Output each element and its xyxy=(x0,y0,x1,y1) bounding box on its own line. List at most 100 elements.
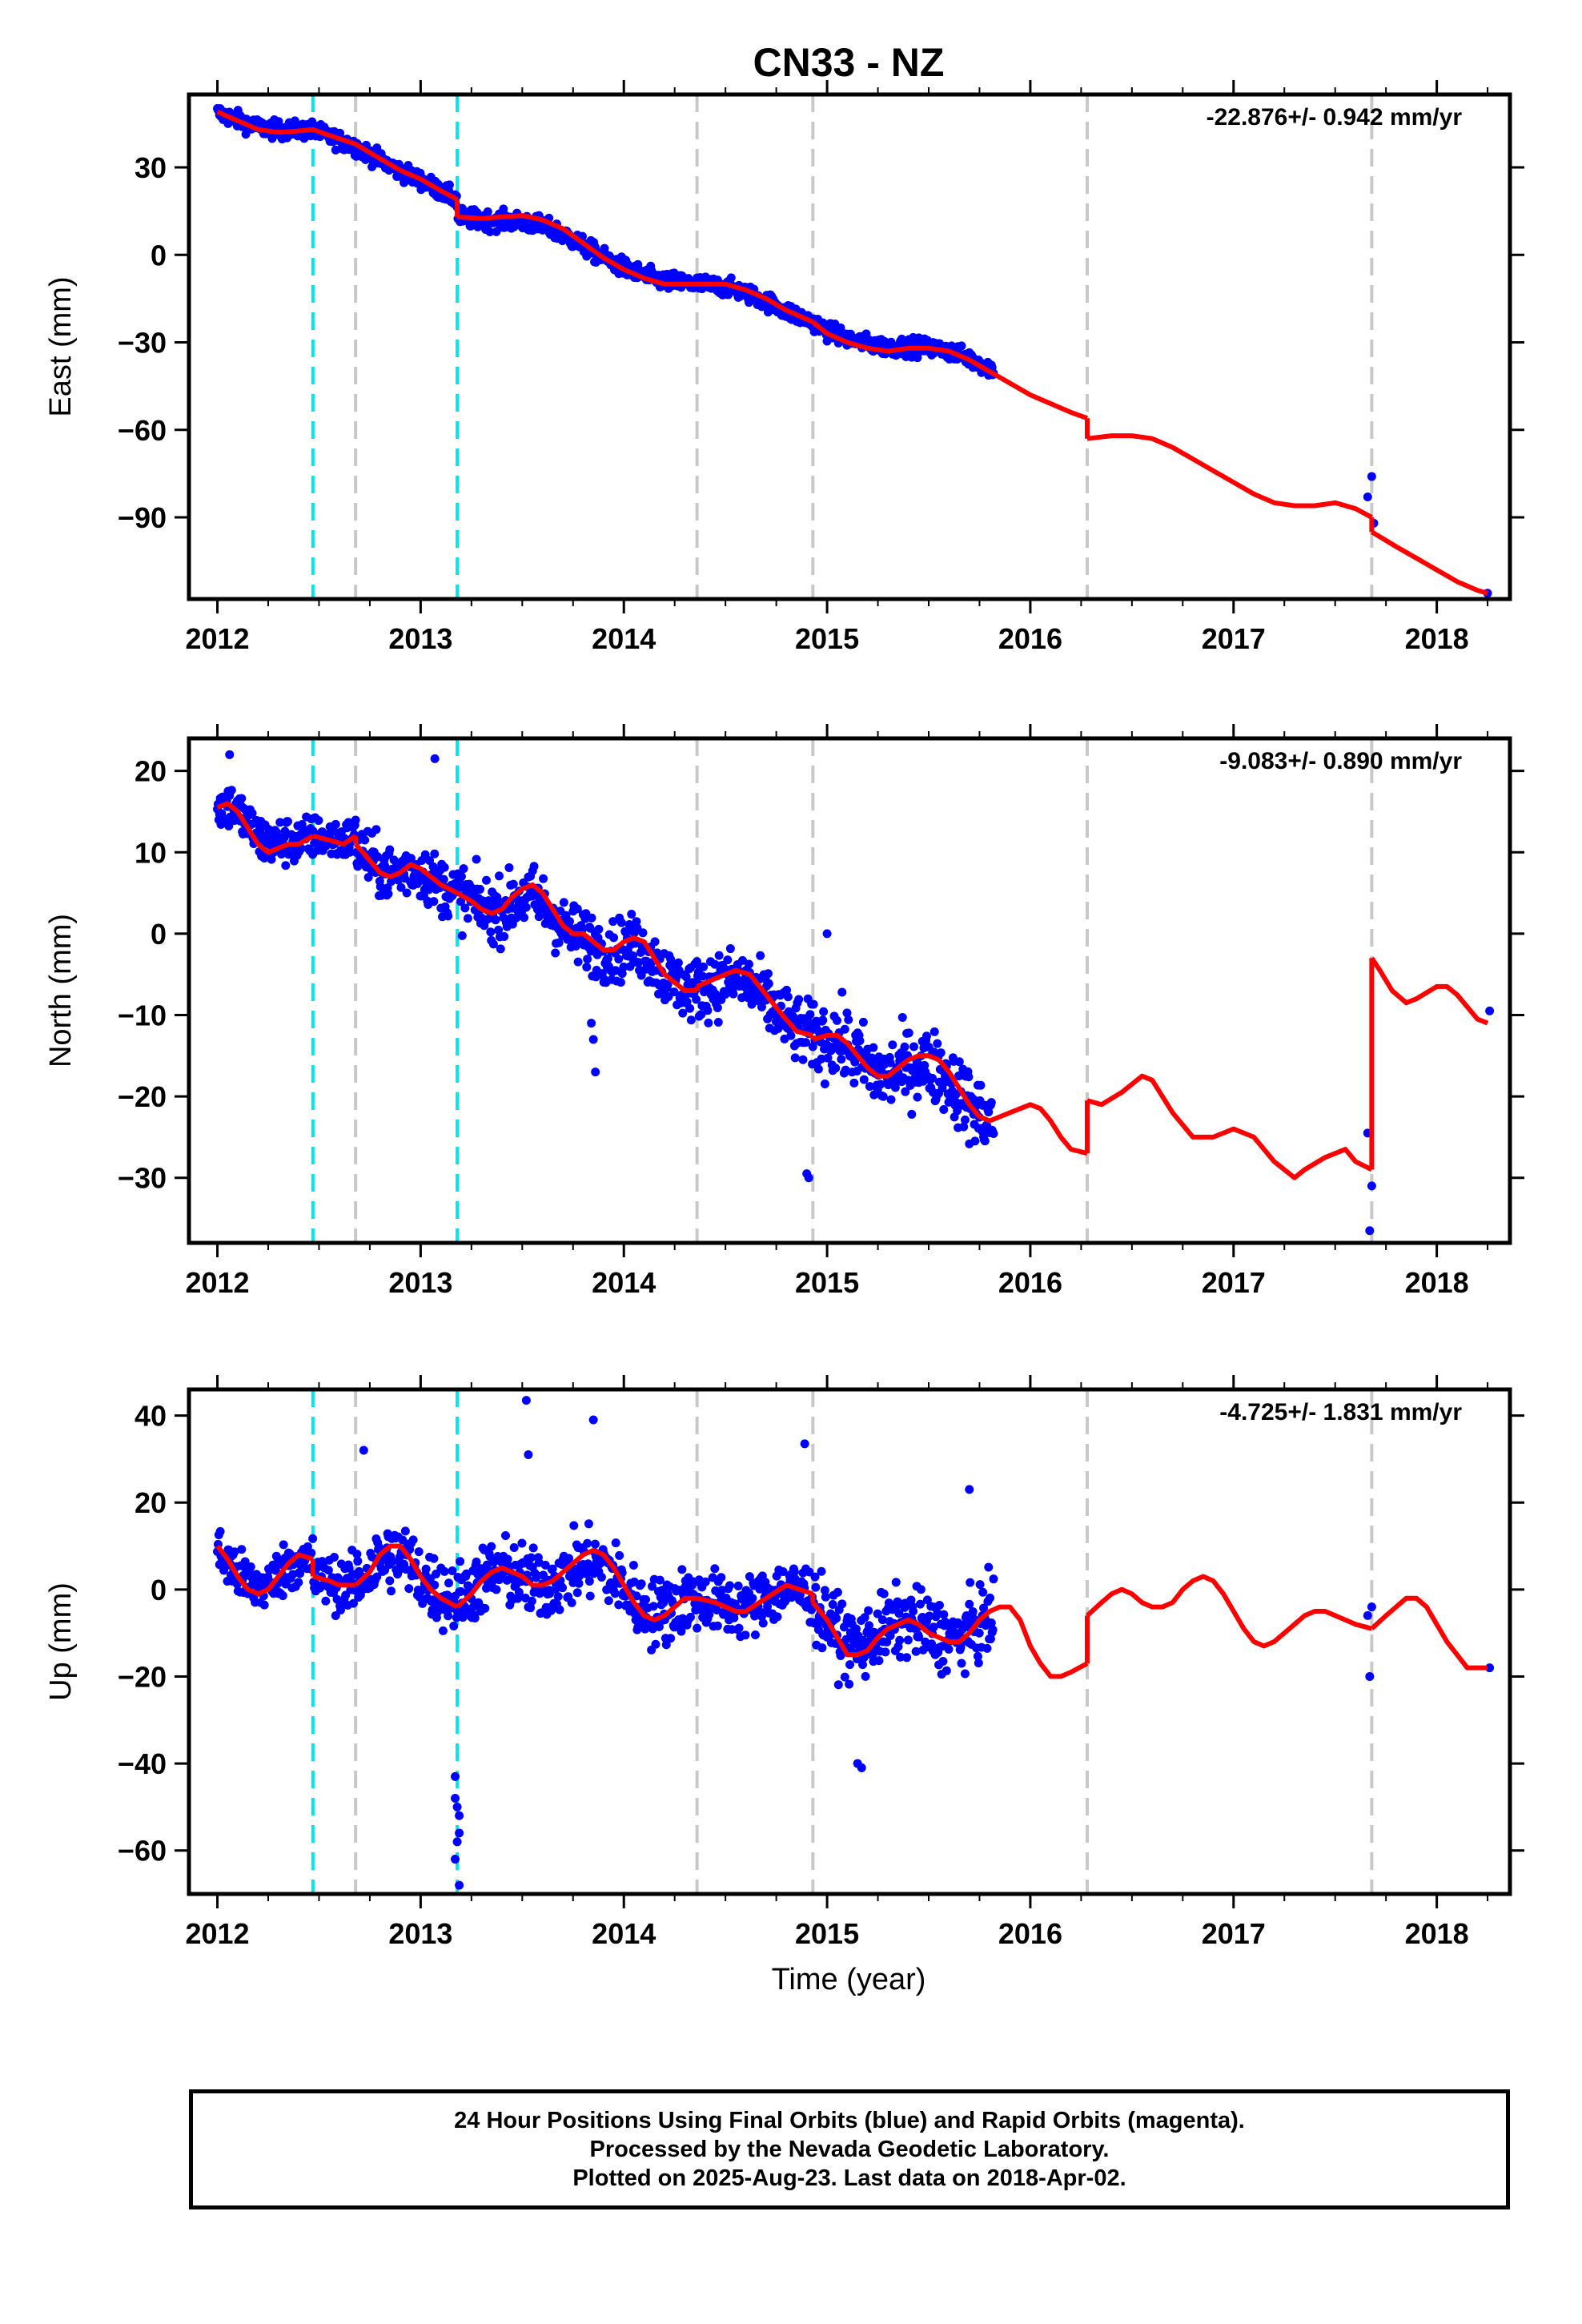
observation-point xyxy=(430,754,440,763)
observation-point xyxy=(859,1075,869,1084)
observation-point xyxy=(723,955,733,965)
observation-point xyxy=(567,1598,576,1607)
observation-point xyxy=(986,1593,995,1602)
x-tick-label: 2017 xyxy=(1202,1917,1266,1950)
observation-point xyxy=(837,1599,847,1609)
observation-point xyxy=(588,1035,598,1044)
observation-point xyxy=(876,1080,885,1089)
observation-point xyxy=(929,1622,938,1632)
observation-point xyxy=(844,1015,853,1024)
observation-point xyxy=(714,951,724,960)
observation-point xyxy=(215,1526,225,1536)
observation-point xyxy=(717,1573,726,1582)
observation-point xyxy=(895,1635,905,1645)
observation-point xyxy=(584,1576,594,1586)
y-tick-label: −10 xyxy=(118,999,167,1031)
observation-point xyxy=(741,1630,750,1640)
observation-point xyxy=(451,1771,460,1781)
observation-point xyxy=(974,1659,983,1668)
observation-point xyxy=(529,862,539,871)
observation-point xyxy=(1365,1226,1375,1236)
observation-point xyxy=(804,1173,813,1183)
velocity-label: -4.725+/- 1.831 mm/yr xyxy=(1219,1399,1462,1425)
plot-frame xyxy=(187,1387,1512,1896)
x-tick-label: 2017 xyxy=(1202,1266,1266,1299)
observation-point xyxy=(451,1855,460,1864)
observation-point xyxy=(456,871,466,881)
model-fit-line xyxy=(1086,433,1373,520)
observation-point xyxy=(351,815,360,825)
observation-point xyxy=(907,1109,917,1119)
observation-point xyxy=(909,1042,918,1051)
observation-point xyxy=(385,845,395,854)
observation-point xyxy=(1363,1610,1372,1620)
observation-point xyxy=(920,1060,930,1070)
observation-point xyxy=(811,1582,821,1592)
observation-point xyxy=(852,1624,861,1634)
observation-point xyxy=(360,835,370,845)
observation-point xyxy=(787,1593,797,1602)
observation-point xyxy=(648,1602,658,1611)
x-tick-label: 2012 xyxy=(185,1266,249,1299)
observation-point xyxy=(685,1003,695,1013)
observation-point xyxy=(444,180,454,190)
observation-point xyxy=(582,963,592,972)
observation-point xyxy=(677,1565,687,1574)
model-fit-line xyxy=(354,1543,459,1610)
observation-point xyxy=(496,944,505,954)
figure-title: CN33 - NZ xyxy=(753,40,945,85)
observation-point xyxy=(758,1618,768,1628)
observation-point xyxy=(1367,472,1376,481)
y-tick-label: −60 xyxy=(118,1835,167,1868)
observation-point xyxy=(488,939,498,949)
model-fit-line xyxy=(697,281,814,324)
observation-point xyxy=(903,1635,913,1645)
observation-point xyxy=(430,849,440,858)
observation-point xyxy=(463,914,472,923)
observation-point xyxy=(957,1659,966,1668)
observation-point xyxy=(858,1017,868,1027)
observation-point xyxy=(650,937,660,947)
observation-point xyxy=(817,1566,826,1576)
observation-point xyxy=(914,1632,924,1642)
observation-point xyxy=(921,1031,931,1041)
observation-point xyxy=(414,876,424,886)
observation-point xyxy=(737,955,747,965)
x-tick-label: 2016 xyxy=(998,1917,1062,1950)
observation-point xyxy=(970,1136,980,1146)
observation-point xyxy=(241,130,251,139)
observation-point xyxy=(975,1580,985,1590)
observation-point xyxy=(569,1521,579,1530)
observation-point xyxy=(492,1585,501,1594)
observation-point xyxy=(438,1626,448,1635)
observation-point xyxy=(617,969,627,979)
observation-point xyxy=(713,1003,722,1012)
model-fit-line xyxy=(696,967,814,1038)
observation-point xyxy=(404,1584,414,1594)
observation-point xyxy=(307,1548,316,1558)
observation-point xyxy=(809,999,818,1009)
observation-point xyxy=(677,1626,686,1636)
observation-point xyxy=(879,1589,889,1598)
observation-point xyxy=(922,1595,932,1605)
y-tick-label: −90 xyxy=(118,501,167,534)
observation-point xyxy=(352,1550,362,1559)
observation-point xyxy=(873,1609,882,1618)
observation-point xyxy=(494,925,504,935)
observation-point xyxy=(725,944,735,954)
y-tick-label: 40 xyxy=(135,1400,167,1433)
y-axis-label: North (mm) xyxy=(44,914,78,1068)
observation-point xyxy=(344,1563,354,1573)
observation-point xyxy=(387,1586,396,1596)
observation-point xyxy=(805,1010,815,1019)
observation-point xyxy=(890,1083,900,1092)
observation-point xyxy=(372,1572,382,1582)
model-fit-line xyxy=(696,1582,814,1614)
observation-point xyxy=(400,1526,410,1536)
observation-point xyxy=(609,933,619,943)
observation-point xyxy=(590,1539,600,1549)
observation-point xyxy=(508,879,518,889)
observation-point xyxy=(850,1057,860,1067)
observation-point xyxy=(837,987,847,997)
observation-point xyxy=(573,957,583,967)
